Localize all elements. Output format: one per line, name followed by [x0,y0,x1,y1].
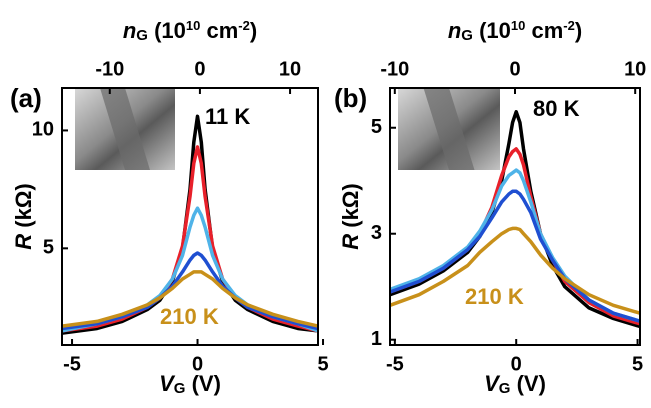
x-tick-label: 5 [317,353,328,375]
x2-tick-label: 10 [279,58,301,80]
y-axis-label: R (kΩ) [11,183,36,250]
curve [61,114,319,335]
label-part: ) [575,18,582,43]
label-part: -2 [563,18,575,33]
curve [389,226,641,315]
label-part: G [174,380,186,397]
x-tick-label: 5 [632,353,643,375]
y-tick-label: 10 [32,119,54,141]
curve [61,251,319,331]
axes-frame [61,87,319,346]
curve [389,110,641,329]
x2-tick-label: 0 [194,58,205,80]
x2-axis-label: nG (1010 cm-2) [448,18,582,45]
label-part: R [11,234,36,250]
y-tick-label: 3 [371,222,382,244]
label-part: cm [200,18,238,43]
y-tick-label: 5 [371,116,382,138]
x-axis-label: VG (V) [159,371,221,398]
label-part: R [338,234,363,250]
label-part: (V) [510,371,545,396]
label-part: 10 [186,18,200,33]
inset-sample [100,88,150,170]
inset-sample [423,88,475,170]
x2-tick-label: 0 [509,58,520,80]
panel-label: (a) [10,83,42,113]
x-tick-label: 0 [511,353,522,375]
label-part: (10 [148,18,186,43]
curve [61,270,319,328]
label-part: n [123,18,136,43]
x2-tick-label: 10 [624,58,646,80]
x2-tick-label: -10 [380,58,409,80]
annotation: 80 K [533,96,580,121]
label-part: G [461,27,473,44]
y-tick-label: 5 [43,237,54,259]
label-part: V [159,371,176,396]
label-part: (kΩ) [11,183,36,234]
label-part: (V) [185,371,220,396]
annotation: 210 K [160,304,219,329]
annotation: 210 K [465,284,524,309]
y-axis-label: R (kΩ) [338,183,363,250]
label-part: cm [525,18,563,43]
x-axis-label: VG (V) [484,371,546,398]
x2-tick-label: -10 [95,58,124,80]
x-tick-label: 0 [192,353,203,375]
label-part: G [499,380,511,397]
label-part: (kΩ) [338,183,363,234]
label-part: G [136,27,148,44]
label-part: (10 [473,18,511,43]
label-part: n [448,18,461,43]
x2-axis-label: nG (1010 cm-2) [123,18,257,45]
x-tick-label: -5 [386,353,404,375]
label-part: -2 [238,18,250,33]
label-part: V [484,371,501,396]
x-tick-label: -5 [63,353,81,375]
label-part: ) [250,18,257,43]
label-part: 10 [511,18,525,33]
panel-label: (b) [334,83,367,113]
annotation: 11 K [205,104,250,129]
y-tick-label: 1 [371,328,382,350]
